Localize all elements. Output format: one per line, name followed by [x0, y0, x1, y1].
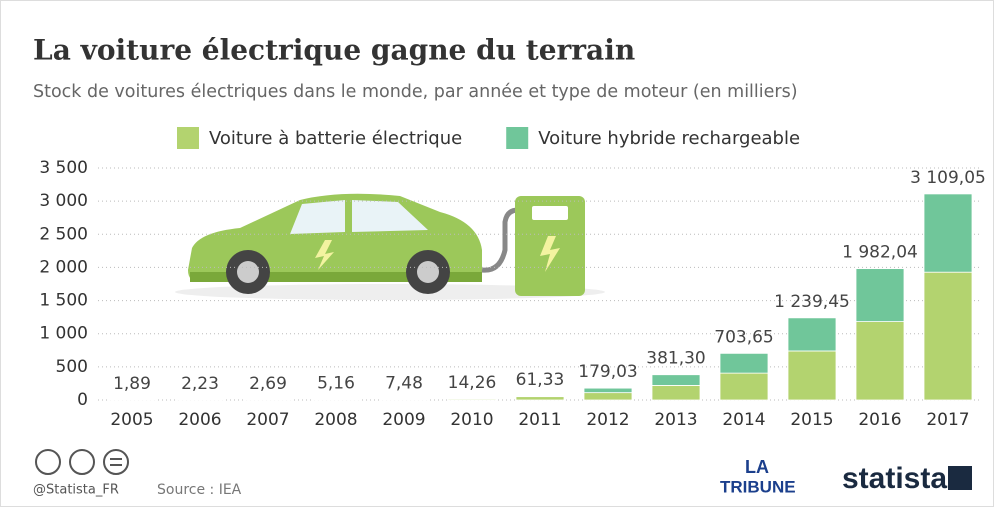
bar-segment — [720, 353, 768, 373]
bar-segment — [516, 396, 564, 397]
value-label: 179,03 — [578, 362, 637, 382]
logo-tribune-bottom: TRIBUNE — [720, 477, 796, 496]
value-label: 2,23 — [181, 374, 219, 394]
value-label: 381,30 — [646, 349, 705, 369]
x-tick-label: 2007 — [246, 410, 289, 430]
legend-swatch — [177, 127, 199, 149]
y-tick-label: 0 — [77, 390, 88, 410]
logo-statista-icon — [948, 466, 972, 490]
chart: La voiture électrique gagne du terrain S… — [0, 0, 994, 507]
y-tick-label: 500 — [56, 357, 88, 377]
y-tick-label: 3 000 — [39, 191, 88, 211]
value-label: 7,48 — [385, 374, 423, 394]
bar-segment — [652, 375, 700, 386]
x-tick-label: 2013 — [654, 410, 697, 430]
x-tick-label: 2014 — [722, 410, 765, 430]
x-tick-label: 2011 — [518, 410, 561, 430]
y-tick-label: 3 500 — [39, 158, 88, 178]
value-label: 1 239,45 — [774, 292, 850, 312]
logo-statista: statista — [842, 462, 947, 495]
logo-tribune-top: LA — [745, 457, 769, 477]
bar-segment — [788, 351, 836, 400]
bar-segment — [788, 318, 836, 351]
footer-handle: @Statista_FR — [33, 483, 119, 498]
bar-segment — [856, 322, 904, 400]
value-label: 1,89 — [113, 374, 151, 394]
value-label: 61,33 — [516, 370, 565, 390]
legend-label: Voiture à batterie électrique — [209, 128, 462, 149]
bar-segment — [448, 399, 496, 400]
value-label: 5,16 — [317, 374, 355, 394]
x-tick-label: 2005 — [110, 410, 153, 430]
footer-source: Source : IEA — [157, 482, 242, 498]
chart-title: La voiture électrique gagne du terrain — [33, 34, 635, 67]
y-tick-label: 1 500 — [39, 291, 88, 311]
y-tick-label: 1 000 — [39, 324, 88, 344]
x-tick-label: 2012 — [586, 410, 629, 430]
x-tick-label: 2017 — [926, 410, 969, 430]
bar-segment — [924, 272, 972, 400]
x-tick-label: 2009 — [382, 410, 425, 430]
x-tick-label: 2016 — [858, 410, 901, 430]
value-label: 14,26 — [448, 373, 497, 393]
bar-segment — [516, 397, 564, 400]
bar-segment — [720, 373, 768, 400]
y-tick-label: 2 500 — [39, 224, 88, 244]
x-tick-label: 2008 — [314, 410, 357, 430]
bar-segment — [584, 393, 632, 400]
legend-swatch — [506, 127, 528, 149]
x-tick-label: 2006 — [178, 410, 221, 430]
value-label: 703,65 — [714, 327, 773, 347]
bar-segment — [584, 388, 632, 393]
bar-segment — [924, 194, 972, 272]
legend-label: Voiture hybride rechargeable — [538, 128, 800, 149]
value-label: 3 109,05 — [910, 168, 986, 188]
value-label: 1 982,04 — [842, 243, 918, 263]
value-label: 2,69 — [249, 374, 287, 394]
x-tick-label: 2015 — [790, 410, 833, 430]
chart-subtitle: Stock de voitures électriques dans le mo… — [33, 82, 798, 102]
y-tick-label: 2 000 — [39, 257, 88, 277]
x-tick-label: 2010 — [450, 410, 493, 430]
bar-segment — [652, 385, 700, 400]
bar-segment — [856, 269, 904, 322]
